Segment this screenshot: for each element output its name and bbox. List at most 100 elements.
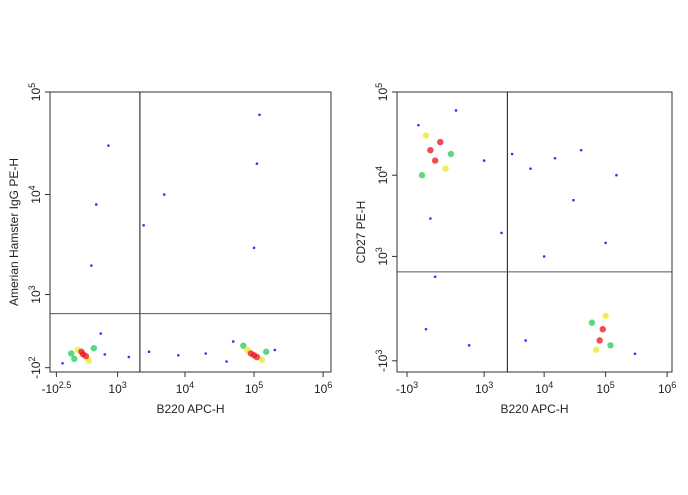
event-dot — [231, 340, 235, 343]
tick-base: 10 — [376, 171, 390, 185]
tick-base: 10 — [108, 382, 122, 396]
event-dot — [524, 339, 527, 342]
tick-base: -10 — [41, 382, 59, 396]
y-tick-label: 104 — [27, 185, 43, 203]
event-dot — [454, 109, 458, 112]
y-axis-label: CD27 PE-H — [354, 201, 368, 264]
tick-exponent: 4 — [189, 380, 194, 390]
tick-exponent: 5 — [610, 380, 615, 390]
event-dot — [273, 348, 277, 352]
event-dot — [599, 325, 607, 333]
event-dot — [572, 198, 575, 202]
event-dot — [510, 152, 514, 156]
event-dot — [437, 138, 444, 146]
x-tick-label: -103 — [396, 380, 418, 396]
x-tick-label: 104 — [535, 380, 553, 396]
event-dot — [258, 113, 261, 117]
y-tick-label: -103 — [374, 350, 390, 372]
event-dot — [204, 352, 208, 355]
x-axis-label: B220 APC-H — [500, 402, 568, 416]
tick-exponent: 3 — [374, 350, 384, 355]
event-dot — [596, 337, 603, 344]
x-tick-label: 105 — [596, 380, 614, 396]
event-dot — [263, 348, 270, 355]
y-tick-label: -102 — [27, 357, 43, 379]
tick-base: -10 — [376, 354, 390, 372]
tick-exponent: 6 — [327, 380, 332, 390]
tick-base: 10 — [535, 382, 549, 396]
event-dot — [417, 123, 420, 127]
event-dot — [592, 346, 600, 353]
tick-exponent: 4 — [548, 380, 553, 390]
x-tick-label: 103 — [108, 380, 126, 396]
x-axis-label: B220 APC-H — [156, 402, 224, 416]
tick-base: 10 — [176, 382, 190, 396]
event-dot — [427, 146, 434, 154]
event-dot — [94, 203, 98, 206]
event-dot — [633, 352, 637, 356]
event-dot — [107, 144, 110, 147]
event-dot — [252, 246, 256, 250]
tick-exponent: 3 — [122, 380, 127, 390]
tick-base: 10 — [376, 252, 390, 266]
tick-exponent: 3 — [413, 380, 418, 390]
x-tick-label: 105 — [245, 380, 263, 396]
event-dot — [553, 156, 557, 160]
event-dot — [467, 344, 471, 347]
event-dot — [225, 360, 228, 363]
event-dot — [542, 255, 546, 258]
tick-exponent: 5 — [27, 83, 37, 88]
event-dot — [424, 327, 428, 331]
event-dot — [588, 319, 596, 326]
y-tick-label: 105 — [27, 83, 43, 101]
tick-base: 10 — [376, 88, 390, 102]
event-dot — [422, 132, 430, 139]
tick-base: 10 — [658, 382, 672, 396]
tick-base: 10 — [475, 382, 489, 396]
event-dot — [431, 157, 439, 164]
tick-exponent: 3 — [27, 285, 37, 290]
tick-base: 10 — [314, 382, 328, 396]
x-tick-label: 104 — [176, 380, 194, 396]
event-dot — [447, 150, 455, 158]
event-dot — [579, 148, 583, 152]
event-dot — [71, 355, 78, 363]
event-dot — [147, 350, 151, 354]
tick-base: -10 — [29, 361, 43, 379]
x-tick-label: 103 — [475, 380, 493, 396]
plot-frame — [49, 91, 332, 373]
event-dot — [615, 173, 618, 177]
event-dot — [162, 193, 166, 196]
tick-base: 10 — [29, 88, 43, 102]
event-dot — [255, 162, 259, 165]
event-dot — [240, 342, 247, 349]
event-dot — [61, 361, 64, 365]
event-dot — [90, 345, 98, 352]
x-tick-label: -102.5 — [41, 380, 71, 396]
event-dot — [176, 353, 180, 357]
event-dot — [418, 172, 426, 179]
tick-base: 10 — [29, 290, 43, 304]
event-dot — [103, 353, 107, 356]
tick-base: 10 — [245, 382, 259, 396]
event-dot — [127, 355, 131, 359]
tick-base: -10 — [396, 382, 414, 396]
event-dot — [253, 353, 261, 361]
plot-frame — [396, 91, 673, 373]
event-dot — [68, 350, 75, 357]
event-dot — [500, 231, 503, 235]
tick-exponent: 3 — [374, 247, 384, 252]
tick-exponent: 2.5 — [59, 380, 72, 390]
event-dot — [247, 350, 255, 357]
y-tick-label: 103 — [374, 247, 390, 265]
event-dot — [82, 352, 90, 360]
event-dot — [482, 159, 486, 162]
event-dot — [529, 167, 532, 170]
x-tick-label: 106 — [314, 380, 332, 396]
event-dot — [258, 356, 266, 363]
event-dot — [90, 264, 93, 267]
y-tick-label: 103 — [27, 285, 43, 303]
event-dot — [602, 312, 609, 319]
